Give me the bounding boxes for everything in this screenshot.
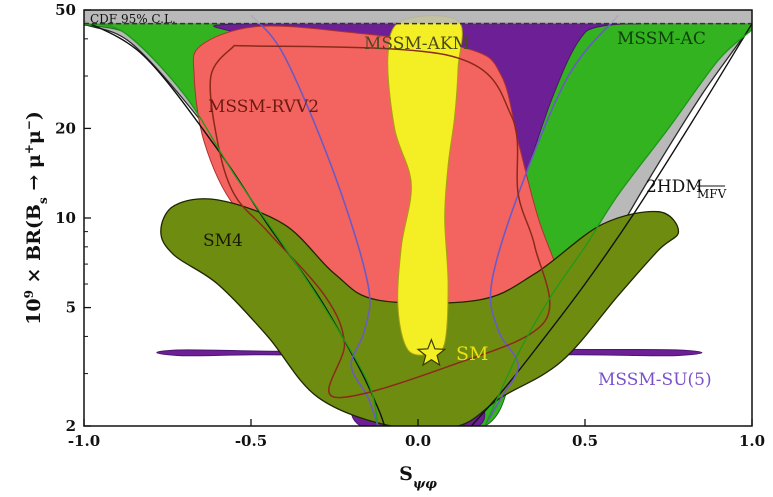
contour-2hdm-mfv-right <box>470 23 752 426</box>
y-tick-label: 5 <box>66 299 76 317</box>
y-tick-label: 10 <box>55 209 76 227</box>
label-mssm-rvv2: MSSM-RVV2 <box>208 97 319 117</box>
x-tick-label: -0.5 <box>235 432 267 450</box>
label-2hdm-mfv: 2HDM <box>646 177 703 197</box>
x-tick-label: 1.0 <box>739 432 765 450</box>
sm-point-star <box>416 338 447 367</box>
label-sm: SM <box>456 343 488 365</box>
x-tick-label: 0.0 <box>405 432 431 450</box>
y-axis-title: 109 × BR(Bs → μ+μ−) <box>22 111 50 325</box>
contour-mssm-su5-left <box>250 14 379 426</box>
x-tick-label: 0.5 <box>572 432 598 450</box>
y-tick-label: 50 <box>55 1 76 19</box>
label-mssm-ac: MSSM-AC <box>617 29 706 49</box>
contour-mssm-su5-right <box>484 14 620 426</box>
label-2hdm-mfv-subscript: MFV <box>697 187 727 201</box>
x-axis-title: Sψφ <box>399 463 437 492</box>
y-tick-label: 2 <box>66 417 76 435</box>
contour-mssm-rvv2 <box>209 44 551 399</box>
cdf-label: CDF 95% C.L. <box>90 12 176 26</box>
x-axis: -1.0 -0.5 0.0 0.5 1.0 <box>68 419 765 450</box>
y-axis: 2 5 10 20 50 <box>55 1 91 435</box>
contour-mssm-ac-right <box>484 22 752 426</box>
cdf-excluded-band <box>84 10 752 24</box>
label-sm4: SM4 <box>203 231 243 251</box>
y-tick-label: 20 <box>55 119 76 137</box>
x-tick-label: -1.0 <box>68 432 100 450</box>
label-mssm-akm: MSSM-AKM <box>364 34 470 54</box>
label-mssm-su5: MSSM-SU(5) <box>598 370 712 390</box>
contour-mssm-ac-left <box>84 22 379 426</box>
